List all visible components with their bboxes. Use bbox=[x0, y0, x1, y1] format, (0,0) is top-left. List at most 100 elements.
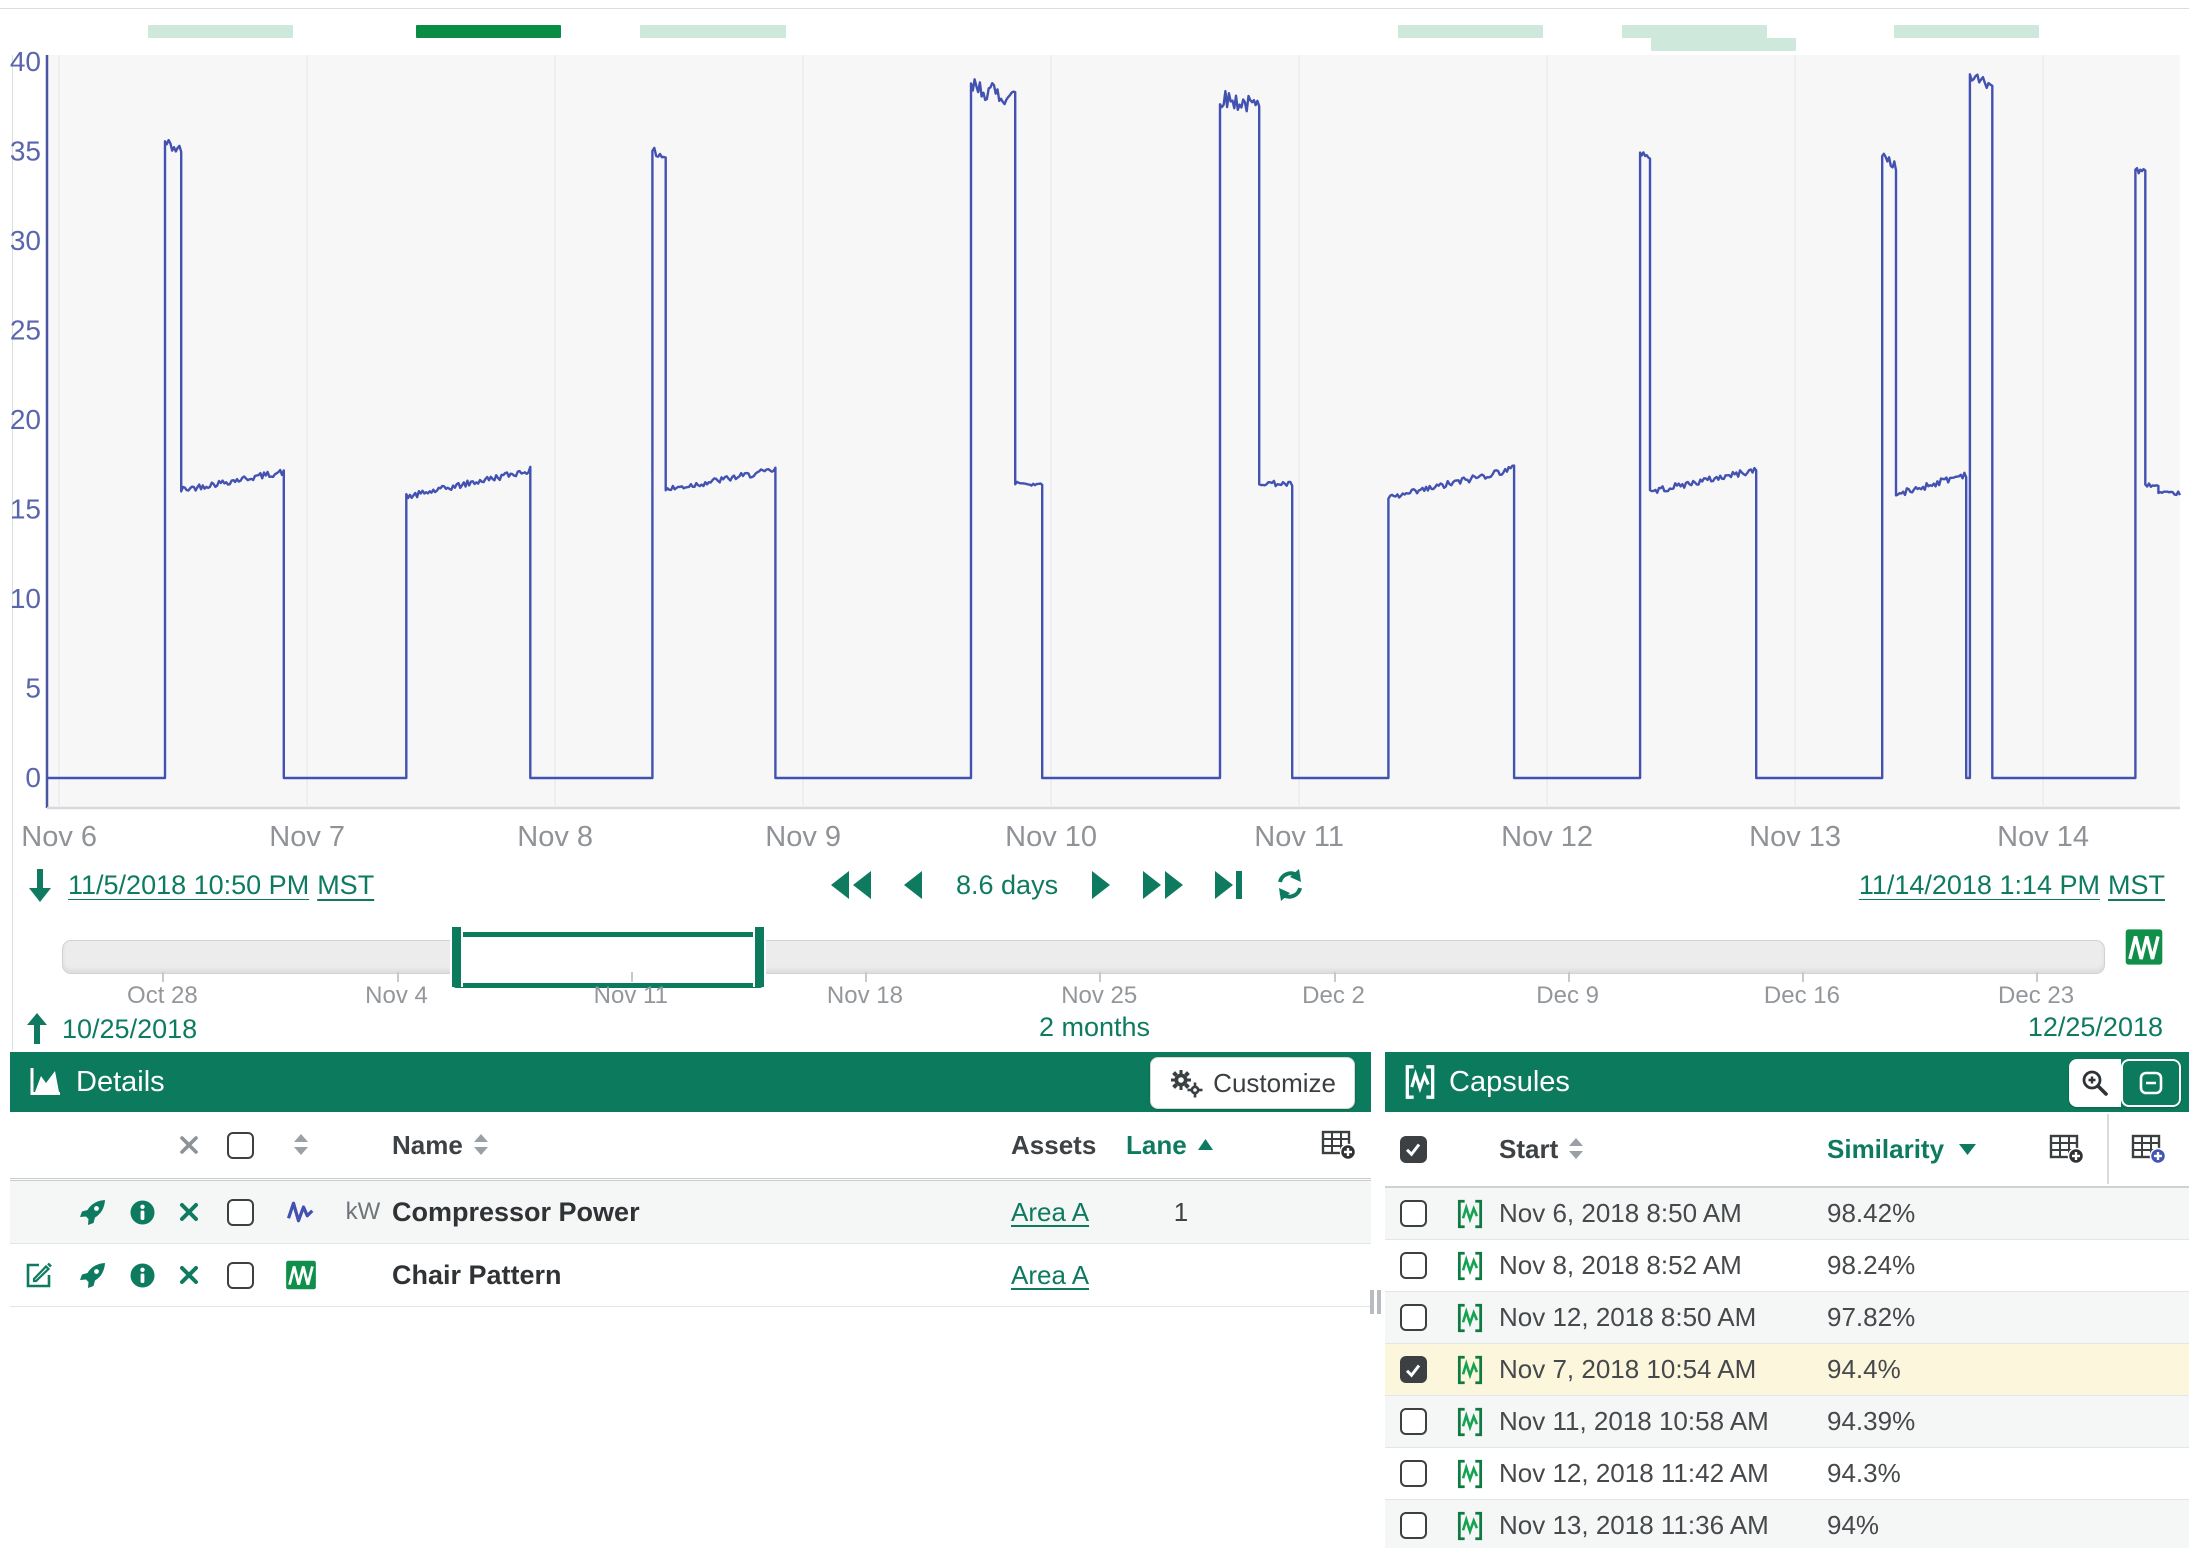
column-start[interactable]: Start bbox=[1499, 1133, 1559, 1164]
investigate-range-end[interactable]: 12/25/2018 bbox=[2027, 1012, 2163, 1042]
capsule-row[interactable]: Nov 12, 2018 8:50 AM 97.82% bbox=[1385, 1292, 2189, 1344]
capsule-row[interactable]: Nov 6, 2018 8:50 AM 98.42% bbox=[1385, 1188, 2189, 1240]
capsule-row[interactable]: Nov 13, 2018 11:36 AM 94% bbox=[1385, 1500, 2189, 1548]
panel-resize-handle[interactable] bbox=[1370, 1290, 1384, 1314]
capsule-row[interactable]: Nov 7, 2018 10:54 AM 94.4% bbox=[1385, 1344, 2189, 1396]
details-header: Details bbox=[10, 1052, 1371, 1112]
zoom-to-capsule-button[interactable] bbox=[2069, 1059, 2121, 1107]
capsule-bar[interactable] bbox=[1651, 38, 1797, 51]
add-capsule-column-button[interactable] bbox=[2027, 1133, 2107, 1165]
asset-link[interactable]: Area A bbox=[1011, 1259, 1090, 1290]
slider-handle-left[interactable] bbox=[449, 927, 463, 987]
capsules-icon bbox=[1403, 1063, 1437, 1101]
sort-type-button[interactable] bbox=[268, 1133, 334, 1157]
row-checkbox[interactable] bbox=[226, 1198, 254, 1226]
capsule-start: Nov 11, 2018 10:58 AM bbox=[1499, 1406, 1769, 1436]
capsule-bar[interactable] bbox=[416, 25, 562, 38]
column-lane[interactable]: Lane bbox=[1126, 1129, 1187, 1160]
investigate-range-duration[interactable]: 2 months bbox=[1038, 1012, 1151, 1042]
capsule-row[interactable]: Nov 11, 2018 10:58 AM 94.39% bbox=[1385, 1396, 2189, 1448]
capsule-start: Nov 6, 2018 8:50 AM bbox=[1499, 1198, 1742, 1228]
step-forward-button[interactable] bbox=[1088, 869, 1114, 901]
capsule-checkbox[interactable] bbox=[1399, 1408, 1427, 1435]
display-range-start[interactable]: 11/5/2018 10:50 PM bbox=[68, 869, 310, 900]
capsule-icon bbox=[1441, 1406, 1499, 1438]
remove-item-button[interactable] bbox=[166, 1264, 212, 1286]
customize-button[interactable]: Customize bbox=[1150, 1057, 1355, 1109]
svg-text:Nov 6: Nov 6 bbox=[21, 821, 97, 852]
investigate-range-start[interactable]: 10/25/2018 bbox=[62, 1013, 198, 1044]
column-divider bbox=[2107, 1114, 2109, 1184]
slider-tick-label: Dec 9 bbox=[1536, 982, 1599, 1009]
capsule-bar[interactable] bbox=[148, 25, 294, 38]
capsule-bar[interactable] bbox=[1894, 25, 2040, 38]
capsule-bar[interactable] bbox=[640, 25, 787, 38]
select-all-checkbox[interactable] bbox=[226, 1131, 254, 1159]
column-name[interactable]: Name bbox=[392, 1129, 463, 1160]
remove-all-button[interactable] bbox=[166, 1134, 212, 1156]
investigate-rocket-button[interactable] bbox=[68, 1261, 118, 1289]
details-chart-icon bbox=[28, 1066, 64, 1098]
capsule-checkbox[interactable] bbox=[1399, 1200, 1427, 1227]
capsule-start: Nov 13, 2018 11:36 AM bbox=[1499, 1510, 1769, 1540]
sort-name-button[interactable] bbox=[473, 1133, 489, 1157]
display-range-end[interactable]: 11/14/2018 1:14 PM bbox=[1858, 869, 2100, 900]
capsule-bar[interactable] bbox=[1398, 25, 1544, 38]
investigate-rocket-button[interactable] bbox=[68, 1198, 118, 1226]
capsule-bar[interactable] bbox=[1622, 25, 1768, 38]
capsule-icon bbox=[1441, 1458, 1499, 1490]
step-back-button[interactable] bbox=[900, 869, 926, 901]
slider-tick bbox=[630, 972, 633, 982]
column-assets[interactable]: Assets bbox=[1011, 1129, 1097, 1160]
slider-tick-label: Nov 18 bbox=[826, 982, 903, 1009]
remove-item-button[interactable] bbox=[166, 1201, 212, 1223]
slider-tick-label: Nov 11 bbox=[593, 982, 668, 1009]
refresh-button[interactable] bbox=[1272, 868, 1308, 902]
slider-tick-label: Dec 2 bbox=[1302, 982, 1365, 1009]
step-back-fast-button[interactable] bbox=[828, 869, 874, 901]
asset-link[interactable]: Area A bbox=[1011, 1196, 1090, 1227]
item-info-button[interactable] bbox=[118, 1262, 166, 1289]
column-similarity[interactable]: Similarity bbox=[1827, 1133, 1945, 1164]
collapse-pane-button[interactable] bbox=[2121, 1059, 2181, 1107]
edit-condition-button[interactable] bbox=[10, 1260, 68, 1290]
slider-tick bbox=[1333, 972, 1336, 982]
capsule-checkbox[interactable] bbox=[1399, 1356, 1427, 1383]
capsule-icon bbox=[1441, 1250, 1499, 1282]
slider-selection[interactable] bbox=[449, 927, 766, 988]
trend-chart[interactable]: 0 5 10 15 20 25 30 35 40 Nov 6 Nov 7 Nov 8 Nov 9 Nov … bbox=[0, 0, 2189, 852]
svg-text:Nov 7: Nov 7 bbox=[269, 821, 345, 852]
item-name[interactable]: Chair Pattern bbox=[392, 1259, 562, 1290]
svg-text:35: 35 bbox=[10, 136, 41, 167]
item-info-button[interactable] bbox=[118, 1199, 166, 1226]
slider-handle-right[interactable] bbox=[752, 927, 766, 987]
details-row-compressor-power[interactable]: kW Compressor Power Area A 1 bbox=[10, 1181, 1371, 1244]
add-stat-column-button[interactable] bbox=[2109, 1133, 2189, 1165]
select-all-capsules-checkbox[interactable] bbox=[1399, 1135, 1427, 1163]
slider-tick bbox=[1099, 972, 1102, 982]
capsules-table-header: Start Similarity bbox=[1385, 1112, 2189, 1188]
add-details-column-button[interactable] bbox=[1236, 1129, 1371, 1161]
slider-tick-label: Dec 16 bbox=[1763, 982, 1840, 1009]
capsule-checkbox[interactable] bbox=[1399, 1512, 1427, 1539]
capsule-time-icon[interactable] bbox=[2124, 928, 2164, 971]
timezone-start[interactable]: MST bbox=[317, 869, 375, 900]
gears-icon bbox=[1171, 1070, 1203, 1098]
step-forward-fast-button[interactable] bbox=[1140, 869, 1186, 901]
capsule-start: Nov 7, 2018 10:54 AM bbox=[1499, 1354, 1757, 1384]
capsule-checkbox[interactable] bbox=[1399, 1460, 1427, 1487]
step-to-end-button[interactable] bbox=[1212, 869, 1246, 901]
timezone-end[interactable]: MST bbox=[2108, 869, 2165, 900]
row-checkbox[interactable] bbox=[226, 1261, 254, 1289]
item-name[interactable]: Compressor Power bbox=[392, 1196, 640, 1227]
capsule-row[interactable]: Nov 8, 2018 8:52 AM 98.24% bbox=[1385, 1240, 2189, 1292]
sort-start-button[interactable] bbox=[1568, 1137, 1584, 1161]
capsule-checkbox[interactable] bbox=[1399, 1304, 1427, 1331]
capsule-row[interactable]: Nov 12, 2018 11:42 AM 94.3% bbox=[1385, 1448, 2189, 1500]
display-range-duration[interactable]: 8.6 days bbox=[956, 869, 1059, 900]
svg-text:25: 25 bbox=[10, 315, 41, 346]
slider-track[interactable] bbox=[62, 940, 2105, 974]
capsule-checkbox[interactable] bbox=[1399, 1252, 1427, 1279]
capsule-start: Nov 12, 2018 11:42 AM bbox=[1499, 1458, 1769, 1488]
details-row-chair-pattern[interactable]: Chair Pattern Area A bbox=[10, 1244, 1371, 1307]
